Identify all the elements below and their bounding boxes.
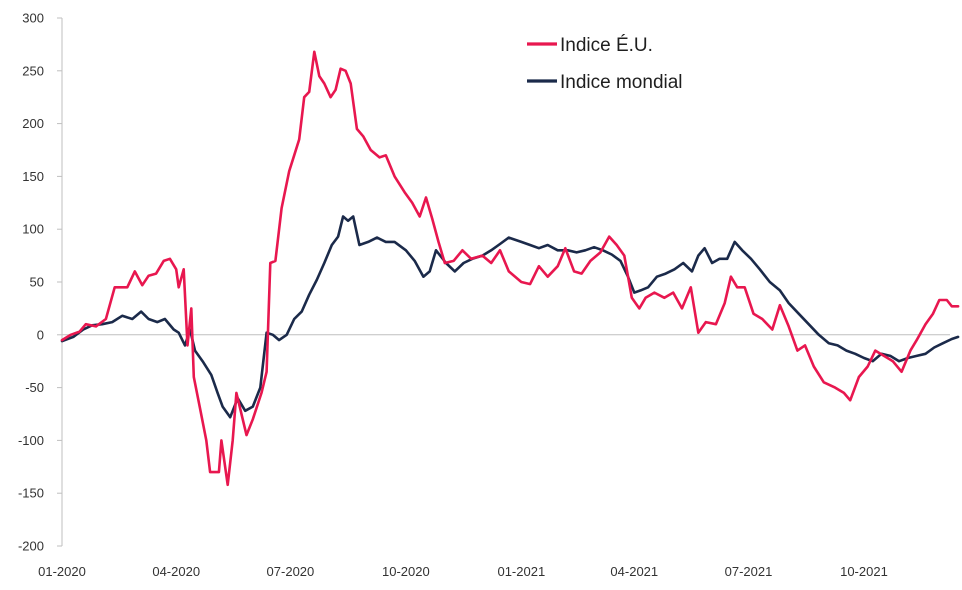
series-line	[60, 215, 960, 419]
y-tick-label: 250	[22, 63, 44, 78]
y-axis-ticks: -200 -150 -100 -50 0 50 100 150 200 250 300	[18, 11, 62, 554]
x-tick-label: 04-2020	[152, 564, 200, 579]
y-tick-label: 0	[37, 327, 44, 342]
x-tick-label: 10-2020	[382, 564, 430, 579]
series-line	[60, 50, 960, 487]
legend: Indice É.U. Indice mondial	[527, 35, 683, 93]
x-tick-label: 01-2021	[497, 564, 545, 579]
y-tick-label: -50	[25, 380, 44, 395]
y-tick-label: -100	[18, 433, 44, 448]
x-tick-label: 01-2020	[38, 564, 86, 579]
y-tick-label: 150	[22, 169, 44, 184]
y-tick-label: 200	[22, 116, 44, 131]
x-axis-ticks: 01-2020 04-2020 07-2020 10-2020 01-2021 04-20…	[38, 564, 888, 579]
y-tick-label: -150	[18, 486, 44, 501]
y-tick-label: 300	[22, 11, 44, 26]
legend-label: Indice mondial	[560, 72, 683, 93]
series-layer	[60, 50, 960, 487]
y-tick-label: -200	[18, 539, 44, 554]
x-tick-label: 07-2021	[725, 564, 773, 579]
x-tick-label: 10-2021	[840, 564, 888, 579]
x-tick-label: 04-2021	[610, 564, 658, 579]
y-tick-label: 50	[30, 275, 44, 290]
y-tick-label: 100	[22, 222, 44, 237]
x-tick-label: 07-2020	[267, 564, 315, 579]
legend-label: Indice É.U.	[560, 35, 653, 56]
